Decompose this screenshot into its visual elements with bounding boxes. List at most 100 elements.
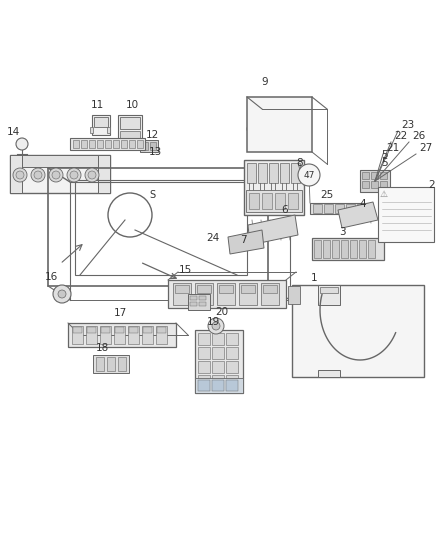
Circle shape	[298, 164, 320, 186]
Text: 7: 7	[240, 235, 246, 245]
Bar	[68, 323, 176, 347]
Bar	[97, 140, 103, 148]
Circle shape	[53, 285, 71, 303]
Bar	[96, 357, 104, 371]
Bar	[318, 370, 340, 377]
Circle shape	[212, 322, 220, 330]
Bar	[275, 193, 285, 209]
Circle shape	[52, 171, 60, 179]
Circle shape	[70, 171, 78, 179]
Bar	[263, 285, 277, 293]
Text: 5: 5	[381, 158, 389, 168]
Bar	[93, 355, 129, 373]
Bar	[226, 347, 238, 359]
Bar	[121, 140, 127, 148]
Text: 47: 47	[303, 171, 314, 180]
Polygon shape	[248, 215, 298, 245]
Circle shape	[67, 168, 81, 182]
Text: 18: 18	[95, 343, 109, 353]
Bar	[140, 140, 158, 152]
Bar	[212, 333, 224, 345]
Text: 22: 22	[394, 131, 408, 141]
Bar	[198, 380, 210, 391]
Bar	[246, 190, 302, 212]
Bar	[87, 327, 96, 333]
Bar	[346, 204, 355, 213]
Text: 23: 23	[401, 120, 415, 130]
Bar	[142, 142, 148, 150]
Bar	[115, 327, 124, 333]
Bar	[89, 140, 95, 148]
Bar	[198, 375, 210, 387]
Bar	[100, 326, 111, 344]
Bar	[190, 302, 197, 306]
Bar	[190, 296, 197, 300]
Text: 6: 6	[282, 205, 288, 215]
Bar	[137, 140, 143, 148]
Bar	[247, 163, 256, 183]
Circle shape	[31, 168, 45, 182]
Bar	[198, 347, 210, 359]
Bar	[188, 294, 210, 310]
Text: 17: 17	[113, 308, 127, 318]
Bar	[241, 285, 255, 293]
Text: 11: 11	[90, 100, 104, 110]
Bar	[219, 285, 233, 293]
Bar	[380, 172, 387, 179]
Bar	[175, 285, 189, 293]
Text: S: S	[149, 190, 155, 200]
Circle shape	[16, 138, 28, 150]
Bar	[362, 181, 369, 188]
Bar	[118, 357, 126, 371]
Bar	[320, 287, 338, 293]
Circle shape	[88, 171, 96, 179]
Bar	[129, 140, 135, 148]
Polygon shape	[338, 202, 378, 228]
Bar	[199, 296, 206, 300]
Bar	[258, 163, 267, 183]
Bar	[195, 378, 243, 393]
Text: 19: 19	[206, 317, 219, 327]
Bar	[73, 327, 82, 333]
Bar	[157, 327, 166, 333]
Bar	[249, 193, 259, 209]
Bar	[133, 140, 137, 144]
Bar	[156, 326, 167, 344]
Bar	[341, 240, 348, 258]
Bar	[359, 240, 366, 258]
Bar	[226, 380, 238, 391]
Bar	[323, 240, 330, 258]
Bar	[357, 204, 366, 213]
Text: 26: 26	[412, 131, 426, 141]
Bar	[378, 187, 434, 242]
Text: 27: 27	[419, 143, 433, 153]
Bar	[371, 181, 378, 188]
Bar	[362, 172, 369, 179]
Text: 9: 9	[261, 77, 268, 87]
Circle shape	[49, 168, 63, 182]
Bar	[10, 155, 110, 167]
Bar	[239, 283, 257, 305]
Bar	[92, 115, 110, 135]
Text: 24: 24	[206, 233, 219, 243]
Bar	[120, 117, 140, 129]
Circle shape	[85, 168, 99, 182]
Bar	[105, 140, 111, 148]
Bar	[198, 361, 210, 373]
Text: 4: 4	[360, 199, 366, 209]
Text: 1: 1	[311, 273, 317, 283]
Bar	[143, 327, 152, 333]
Bar	[335, 204, 344, 213]
Bar	[120, 131, 140, 140]
Bar	[280, 163, 289, 183]
Bar	[195, 283, 213, 305]
Bar	[291, 163, 300, 183]
Text: 15: 15	[178, 265, 192, 275]
Circle shape	[208, 318, 224, 334]
Bar	[81, 140, 87, 148]
Bar	[380, 181, 387, 188]
Bar	[90, 127, 93, 133]
Bar	[114, 326, 125, 344]
Bar	[212, 375, 224, 387]
Bar	[350, 240, 357, 258]
